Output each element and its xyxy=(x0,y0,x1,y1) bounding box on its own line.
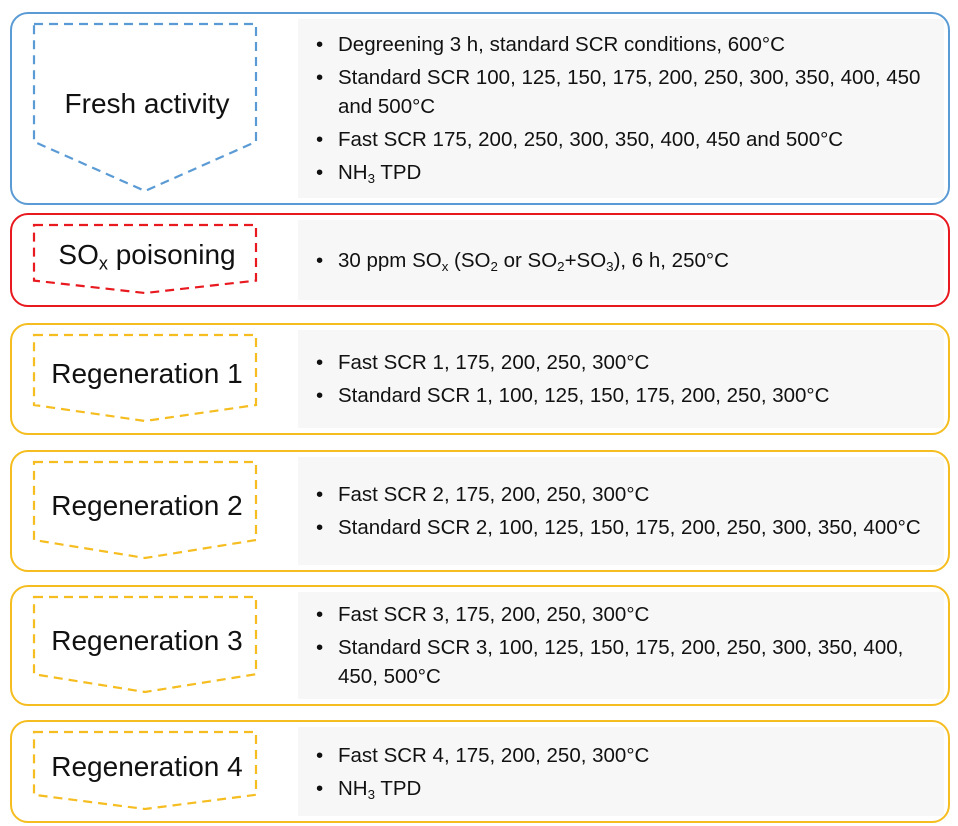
text-run: Fast SCR 2, 175, 200, 250, 300°C xyxy=(338,483,650,506)
text-run: TPD xyxy=(375,161,422,184)
text-run: Standard SCR 3, 100, 125, 150, 175, 200,… xyxy=(338,636,904,688)
text-run: Regeneration 1 xyxy=(51,358,243,389)
stage-label: Regeneration 1 xyxy=(36,333,258,415)
chevron xyxy=(32,22,258,193)
text-run: Fresh activity xyxy=(64,87,230,119)
step-panel: Fast SCR 4, 175, 200, 250, 300°C NH3 TPD xyxy=(298,727,944,816)
subscript: 3 xyxy=(367,786,376,802)
chevron-outline xyxy=(32,595,258,694)
step-panel: Degreening 3 h, standard SCR conditions,… xyxy=(298,19,944,198)
text-run: +SO xyxy=(564,248,607,272)
text-run: Regeneration 4 xyxy=(51,750,243,782)
bullet-item: Standard SCR 1, 100, 125, 150, 175, 200,… xyxy=(310,381,934,410)
stage-box: Fast SCR 2, 175, 200, 250, 300°C Standard… xyxy=(10,450,950,572)
text-run: Fast SCR 4, 175, 200, 250, 300°C xyxy=(338,743,650,767)
stage-label-text: Regeneration 3 xyxy=(51,623,242,659)
bullet-item: NH3 TPD xyxy=(310,774,934,803)
text-run: or SO xyxy=(497,248,558,272)
bullet-item: Fast SCR 3, 175, 200, 250, 300°C xyxy=(310,600,934,629)
stage-label: Regeneration 3 xyxy=(36,595,258,686)
chevron-outline xyxy=(32,223,258,295)
bullet-item: Fast SCR 175, 200, 250, 300, 350, 400, 4… xyxy=(310,125,934,154)
text-run: Fast SCR 3, 175, 200, 250, 300°C xyxy=(338,603,650,626)
stage-box: Degreening 3 h, standard SCR conditions,… xyxy=(10,12,950,205)
subscript: x xyxy=(98,253,108,274)
subscript: 3 xyxy=(367,170,376,186)
stage-label-text: Regeneration 4 xyxy=(51,749,242,785)
chevron xyxy=(32,333,258,423)
subscript: 2 xyxy=(557,258,565,274)
stage-label-text: Regeneration 1 xyxy=(51,356,242,392)
text-run: Fast SCR 1, 175, 200, 250, 300°C xyxy=(338,351,650,374)
stage-label-text: Regeneration 2 xyxy=(51,488,242,524)
subscript: x xyxy=(441,258,449,274)
step-panel: Fast SCR 2, 175, 200, 250, 300°C Standard… xyxy=(298,457,944,565)
bullet-item: NH3 TPD xyxy=(310,158,934,187)
stage-label: Regeneration 4 xyxy=(36,730,258,803)
stage-box: 30 ppm SOx (SO2 or SO2+SO3), 6 h, 250°CS… xyxy=(10,213,950,307)
step-panel: 30 ppm SOx (SO2 or SO2+SO3), 6 h, 250°C xyxy=(298,220,944,300)
bullet-item: Degreening 3 h, standard SCR conditions,… xyxy=(310,30,934,59)
subscript: 2 xyxy=(490,258,498,274)
stage-label: SOx poisoning xyxy=(36,223,258,287)
bullet-item: Fast SCR 2, 175, 200, 250, 300°C xyxy=(310,480,934,509)
stage-label: Regeneration 2 xyxy=(36,460,258,552)
text-run: Regeneration 3 xyxy=(51,624,243,656)
text-run: 30 ppm SO xyxy=(338,248,442,272)
stage-label: Fresh activity xyxy=(36,22,258,185)
chevron xyxy=(32,460,258,560)
text-run: NH xyxy=(338,161,368,184)
text-run: Fast SCR 175, 200, 250, 300, 350, 400, 4… xyxy=(338,128,844,151)
text-run: NH xyxy=(338,776,368,800)
text-run: Regeneration 2 xyxy=(51,490,243,521)
stage-box: Fast SCR 4, 175, 200, 250, 300°C NH3 TPD R… xyxy=(10,720,950,823)
step-panel: Fast SCR 1, 175, 200, 250, 300°C Standard… xyxy=(298,330,944,428)
chevron-outline xyxy=(32,460,258,560)
text-run: Degreening 3 h, standard SCR conditions,… xyxy=(338,33,785,56)
step-panel: Fast SCR 3, 175, 200, 250, 300°C Standard… xyxy=(298,592,944,699)
stage-label-text: Fresh activity xyxy=(65,86,230,122)
bullet-item: Fast SCR 1, 175, 200, 250, 300°C xyxy=(310,348,934,377)
subscript: 3 xyxy=(606,258,614,274)
text-run: poisoning xyxy=(107,239,236,270)
chevron-outline xyxy=(32,730,258,811)
chevron-outline xyxy=(32,22,258,193)
text-run: TPD xyxy=(375,776,422,800)
stage-box: Fast SCR 3, 175, 200, 250, 300°C Standard… xyxy=(10,585,950,706)
chevron xyxy=(32,223,258,295)
stage-label-text: SOx poisoning xyxy=(58,237,235,273)
text-run: (SO xyxy=(448,248,491,272)
bullet-item: Standard SCR 100, 125, 150, 175, 200, 25… xyxy=(310,63,934,121)
text-run: SO xyxy=(58,239,99,270)
text-run: Standard SCR 100, 125, 150, 175, 200, 25… xyxy=(338,66,921,118)
chevron xyxy=(32,730,258,811)
text-run: Standard SCR 1, 100, 125, 150, 175, 200,… xyxy=(338,384,830,407)
bullet-item: Fast SCR 4, 175, 200, 250, 300°C xyxy=(310,741,934,770)
bullet-item: Standard SCR 3, 100, 125, 150, 175, 200,… xyxy=(310,633,934,691)
chevron-outline xyxy=(32,333,258,423)
text-run: ), 6 h, 250°C xyxy=(613,248,729,272)
text-run: Standard SCR 2, 100, 125, 150, 175, 200,… xyxy=(338,516,921,539)
stage-box: Fast SCR 1, 175, 200, 250, 300°C Standard… xyxy=(10,323,950,435)
bullet-item: 30 ppm SOx (SO2 or SO2+SO3), 6 h, 250°C xyxy=(310,246,934,275)
chevron xyxy=(32,595,258,694)
bullet-item: Standard SCR 2, 100, 125, 150, 175, 200,… xyxy=(310,513,934,542)
